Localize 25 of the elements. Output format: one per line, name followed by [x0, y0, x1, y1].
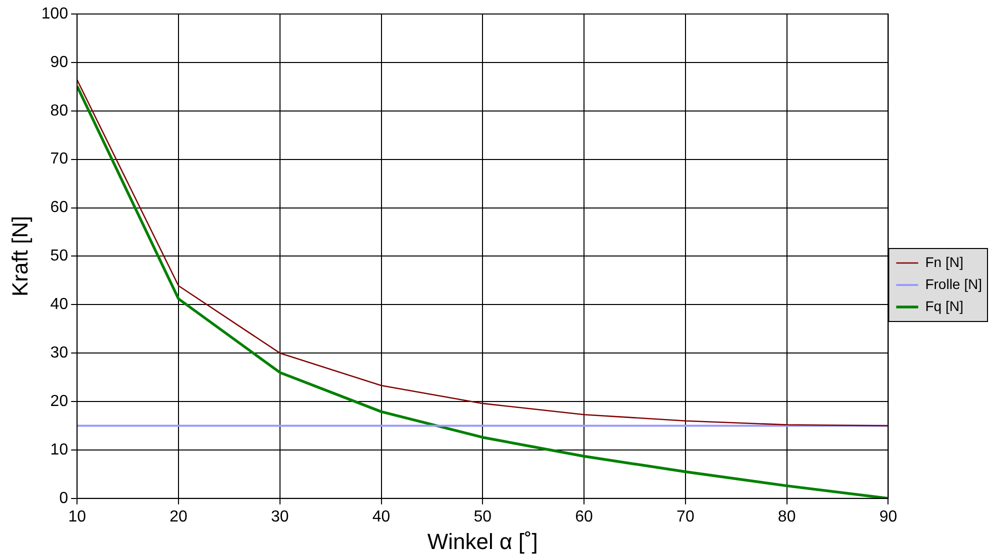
- y-axis-title: Kraft [N]: [7, 216, 32, 297]
- y-tick-label: 20: [50, 392, 68, 410]
- y-tick-label: 90: [50, 54, 68, 71]
- x-tick-label: 20: [170, 508, 188, 526]
- y-tick-label: 70: [50, 150, 68, 168]
- x-tick-label: 80: [778, 508, 796, 526]
- y-tick-label: 10: [50, 441, 68, 458]
- y-tick-label: 0: [59, 490, 68, 507]
- x-tick-label: 60: [575, 508, 594, 526]
- legend-label: Fn [N]: [925, 254, 964, 270]
- y-tick-label: 80: [50, 102, 68, 120]
- x-tick-label: 40: [372, 508, 390, 526]
- x-tick-label: 30: [270, 508, 289, 526]
- x-tick-label: 50: [474, 508, 492, 526]
- y-tick-label: 50: [50, 248, 68, 265]
- x-tick-label: 10: [68, 508, 86, 526]
- legend-label: Fq [N]: [925, 298, 964, 314]
- legend-label: Frolle [N]: [925, 276, 982, 292]
- x-axis-title: Winkel α [˚]: [427, 528, 538, 554]
- y-tick-label: 40: [50, 296, 68, 314]
- y-tick-label: 100: [41, 5, 68, 22]
- y-tick-label: 60: [50, 199, 68, 216]
- x-tick-label: 70: [676, 508, 694, 526]
- y-tick-label: 30: [50, 344, 68, 362]
- x-tick-label: 90: [879, 508, 898, 526]
